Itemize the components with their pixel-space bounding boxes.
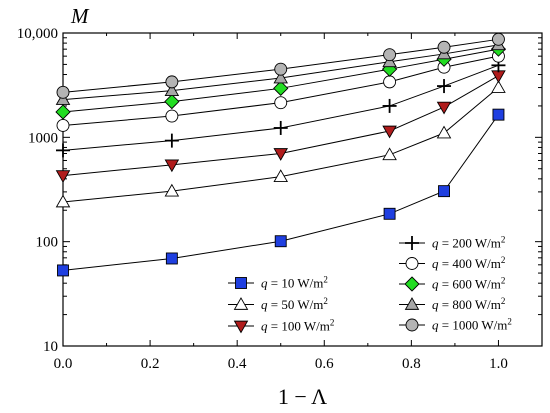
x-tick-label: 0.6	[315, 356, 334, 372]
legend-marker	[235, 277, 247, 289]
data-point	[164, 159, 180, 173]
x-axis-title: 1 − Λ	[278, 384, 327, 409]
legend-label: q = 100 W/m2	[261, 318, 334, 334]
y-tick-label: 10	[43, 339, 58, 355]
x-tick-label: 0.2	[141, 356, 160, 372]
series-1	[55, 80, 506, 208]
legend-entry: q = 400 W/m2	[399, 255, 505, 271]
data-point	[56, 118, 70, 132]
legend-label: q = 50 W/m2	[261, 296, 328, 312]
data-point	[492, 32, 505, 46]
legend-label: q = 800 W/m2	[432, 296, 505, 312]
data-point	[273, 169, 289, 182]
legend-marker	[405, 236, 419, 250]
plot-area	[62, 32, 543, 347]
legend-marker	[405, 257, 419, 270]
x-tick-label: 0.8	[402, 356, 421, 372]
y-tick-label: 10,000	[17, 26, 58, 42]
legend-label: q = 10 W/m2	[261, 275, 328, 291]
data-point	[273, 70, 289, 84]
data-point	[56, 143, 70, 158]
data-point	[437, 40, 451, 54]
data-point	[164, 183, 180, 197]
data-point	[165, 252, 178, 265]
x-tick-label: 1.0	[489, 356, 508, 372]
data-point	[55, 194, 71, 208]
data-point	[491, 80, 506, 93]
legend-entry: q = 1000 W/m2	[399, 317, 512, 333]
legend-entry: q = 50 W/m2	[228, 296, 328, 312]
y-axis-title: M	[70, 4, 90, 28]
data-point	[491, 70, 506, 84]
series-line	[62, 48, 499, 113]
data-point	[383, 75, 397, 89]
data-point	[165, 75, 179, 89]
data-point	[382, 147, 397, 161]
series-3	[56, 58, 506, 158]
legend-marker	[404, 297, 420, 310]
data-point	[56, 85, 70, 99]
series-line	[62, 75, 499, 177]
legend-entry: q = 600 W/m2	[399, 276, 505, 292]
legend-marker	[233, 297, 249, 310]
legend-label: q = 200 W/m2	[432, 235, 505, 251]
legend-marker	[404, 276, 420, 292]
data-point	[436, 125, 452, 139]
series-7	[56, 32, 505, 99]
data-point	[274, 62, 288, 76]
x-tick-label: 0.0	[54, 356, 73, 372]
data-point	[55, 104, 71, 120]
x-tick-label: 0.4	[228, 356, 247, 372]
legend-entry: q = 800 W/m2	[399, 296, 505, 312]
series-2	[55, 70, 506, 183]
series-line	[62, 64, 499, 151]
data-point	[273, 148, 289, 161]
series-line	[62, 87, 499, 203]
data-point	[165, 109, 179, 123]
legend-entry: q = 100 W/m2	[228, 318, 334, 334]
data-point	[164, 133, 179, 148]
data-point	[164, 93, 180, 110]
data-point	[382, 98, 397, 113]
series-line	[62, 38, 499, 93]
series-line	[62, 44, 499, 101]
data-point	[383, 207, 396, 220]
y-tick-label: 100	[36, 235, 59, 251]
data-point	[273, 80, 289, 96]
legend-label: q = 600 W/m2	[432, 276, 505, 292]
series-line	[62, 55, 499, 126]
series-0	[57, 108, 505, 277]
data-point	[492, 108, 505, 121]
data-point	[383, 48, 397, 62]
data-point	[437, 79, 452, 94]
legend-entry: q = 200 W/m2	[399, 235, 505, 251]
legend-label: q = 1000 W/m2	[432, 317, 512, 333]
legend-marker	[405, 318, 419, 332]
data-point	[438, 185, 450, 198]
series-line	[62, 114, 499, 271]
data-point	[274, 96, 288, 110]
data-point	[164, 83, 180, 97]
legend-marker	[233, 320, 249, 334]
data-point	[274, 235, 287, 248]
y-tick-label: 1000	[28, 130, 58, 146]
data-point	[382, 125, 397, 139]
legend-label: q = 400 W/m2	[432, 255, 505, 271]
legend-entry: q = 10 W/m2	[228, 275, 328, 291]
data-point	[273, 120, 288, 135]
data-point	[57, 264, 69, 277]
data-point	[55, 92, 71, 105]
data-point	[55, 170, 71, 183]
data-point	[436, 101, 452, 115]
